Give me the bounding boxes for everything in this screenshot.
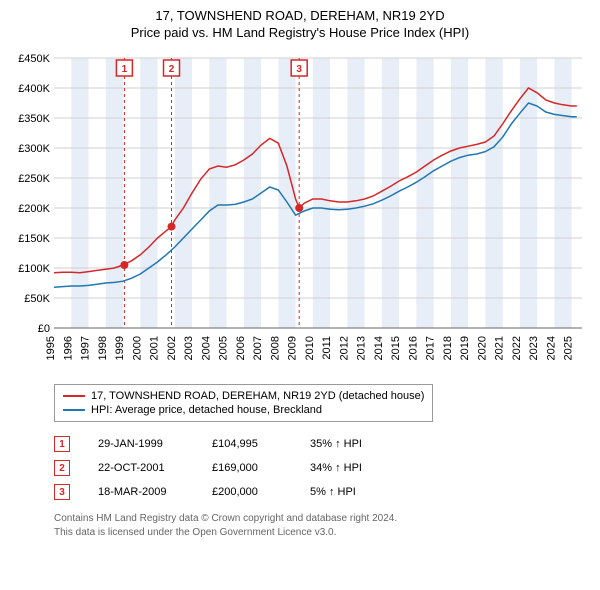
x-tick-label: 1999 <box>114 336 126 360</box>
x-tick-label: 2024 <box>545 336 557 360</box>
x-tick-label: 2016 <box>407 336 419 360</box>
x-tick-label: 2013 <box>356 336 368 360</box>
y-tick-label: £50K <box>24 293 50 305</box>
transaction-vs-hpi: 35% ↑ HPI <box>310 438 380 450</box>
legend-item: 17, TOWNSHEND ROAD, DEREHAM, NR19 2YD (d… <box>63 389 424 403</box>
legend-swatch <box>63 395 85 397</box>
x-tick-label: 2015 <box>390 336 402 360</box>
chart-container: 17, TOWNSHEND ROAD, DEREHAM, NR19 2YD Pr… <box>0 0 600 590</box>
transaction-date: 22-OCT-2001 <box>98 462 184 474</box>
x-tick-label: 1997 <box>80 336 92 360</box>
marker-number: 2 <box>169 64 175 75</box>
x-tick-label: 2012 <box>338 336 350 360</box>
x-tick-label: 2001 <box>149 336 161 360</box>
y-tick-label: £250K <box>18 173 50 185</box>
x-tick-label: 2010 <box>304 336 316 360</box>
y-tick-label: £100K <box>18 263 50 275</box>
x-tick-label: 2011 <box>321 336 333 360</box>
y-tick-label: £400K <box>18 83 50 95</box>
chart-area: £0 £50K £100K £150K £200K £250K £300K £350K £400… <box>10 48 590 378</box>
transaction-row: 3 18-MAR-2009 £200,000 5% ↑ HPI <box>54 480 590 504</box>
y-tick-label: £450K <box>18 53 50 65</box>
x-tick-label: 2023 <box>528 336 540 360</box>
footer-line-1: Contains HM Land Registry data © Crown c… <box>54 512 590 526</box>
x-tick-label: 2018 <box>442 336 454 360</box>
y-tick-label: £150K <box>18 233 50 245</box>
x-tick-label: 2002 <box>166 336 178 360</box>
legend: 17, TOWNSHEND ROAD, DEREHAM, NR19 2YD (d… <box>54 384 433 422</box>
transaction-vs-hpi: 34% ↑ HPI <box>310 462 380 474</box>
x-tick-label: 2007 <box>252 336 264 360</box>
transaction-vs-hpi: 5% ↑ HPI <box>310 486 380 498</box>
transaction-price: £169,000 <box>212 462 282 474</box>
transaction-marker: 2 <box>54 460 70 476</box>
legend-swatch <box>63 409 85 411</box>
x-tick-label: 1998 <box>97 336 109 360</box>
legend-label: HPI: Average price, detached house, Brec… <box>91 404 322 416</box>
transaction-table: 129-JAN-1999£104,99535% ↑ HPI222-OCT-200… <box>54 432 590 504</box>
transaction-price: £200,000 <box>212 486 282 498</box>
footer-attribution: Contains HM Land Registry data © Crown c… <box>54 512 590 539</box>
x-tick-label: 2006 <box>235 336 247 360</box>
transaction-row: 2 22-OCT-2001 £169,000 34% ↑ HPI <box>54 456 590 480</box>
line-chart-svg: £0 £50K £100K £150K £200K £250K £300K £350K £400… <box>10 48 590 378</box>
y-tick-label: £350K <box>18 113 50 125</box>
transaction-marker: 3 <box>54 484 70 500</box>
x-tick-label: 2000 <box>131 336 143 360</box>
x-tick-label: 1996 <box>62 336 74 360</box>
marker-number: 3 <box>296 64 302 75</box>
transaction-marker: 1 <box>54 436 70 452</box>
x-tick-label: 2003 <box>183 336 195 360</box>
x-tick-label: 2008 <box>269 336 281 360</box>
footer-line-2: This data is licensed under the Open Gov… <box>54 526 590 540</box>
x-tick-label: 2009 <box>287 336 299 360</box>
transaction-price: £104,995 <box>212 438 282 450</box>
y-tick-label: £200K <box>18 203 50 215</box>
x-tick-label: 2022 <box>511 336 523 360</box>
transaction-date: 29-JAN-1999 <box>98 438 184 450</box>
chart-subtitle: Price paid vs. HM Land Registry's House … <box>10 25 590 40</box>
transaction-row: 1 29-JAN-1999 £104,995 35% ↑ HPI <box>54 432 590 456</box>
y-tick-label: £300K <box>18 143 50 155</box>
x-tick-label: 1995 <box>45 336 57 360</box>
chart-title: 17, TOWNSHEND ROAD, DEREHAM, NR19 2YD <box>10 8 590 23</box>
x-tick-label: 2025 <box>563 336 575 360</box>
y-tick-label: £0 <box>38 323 50 335</box>
legend-label: 17, TOWNSHEND ROAD, DEREHAM, NR19 2YD (d… <box>91 390 424 402</box>
x-tick-label: 2004 <box>200 336 212 360</box>
transaction-date: 18-MAR-2009 <box>98 486 184 498</box>
x-tick-label: 2020 <box>476 336 488 360</box>
x-tick-label: 2005 <box>218 336 230 360</box>
marker-number: 1 <box>122 64 128 75</box>
x-tick-label: 2021 <box>494 336 506 360</box>
x-tick-label: 2014 <box>373 336 385 360</box>
x-tick-label: 2019 <box>459 336 471 360</box>
x-tick-label: 2017 <box>425 336 437 360</box>
legend-item: HPI: Average price, detached house, Brec… <box>63 403 424 417</box>
